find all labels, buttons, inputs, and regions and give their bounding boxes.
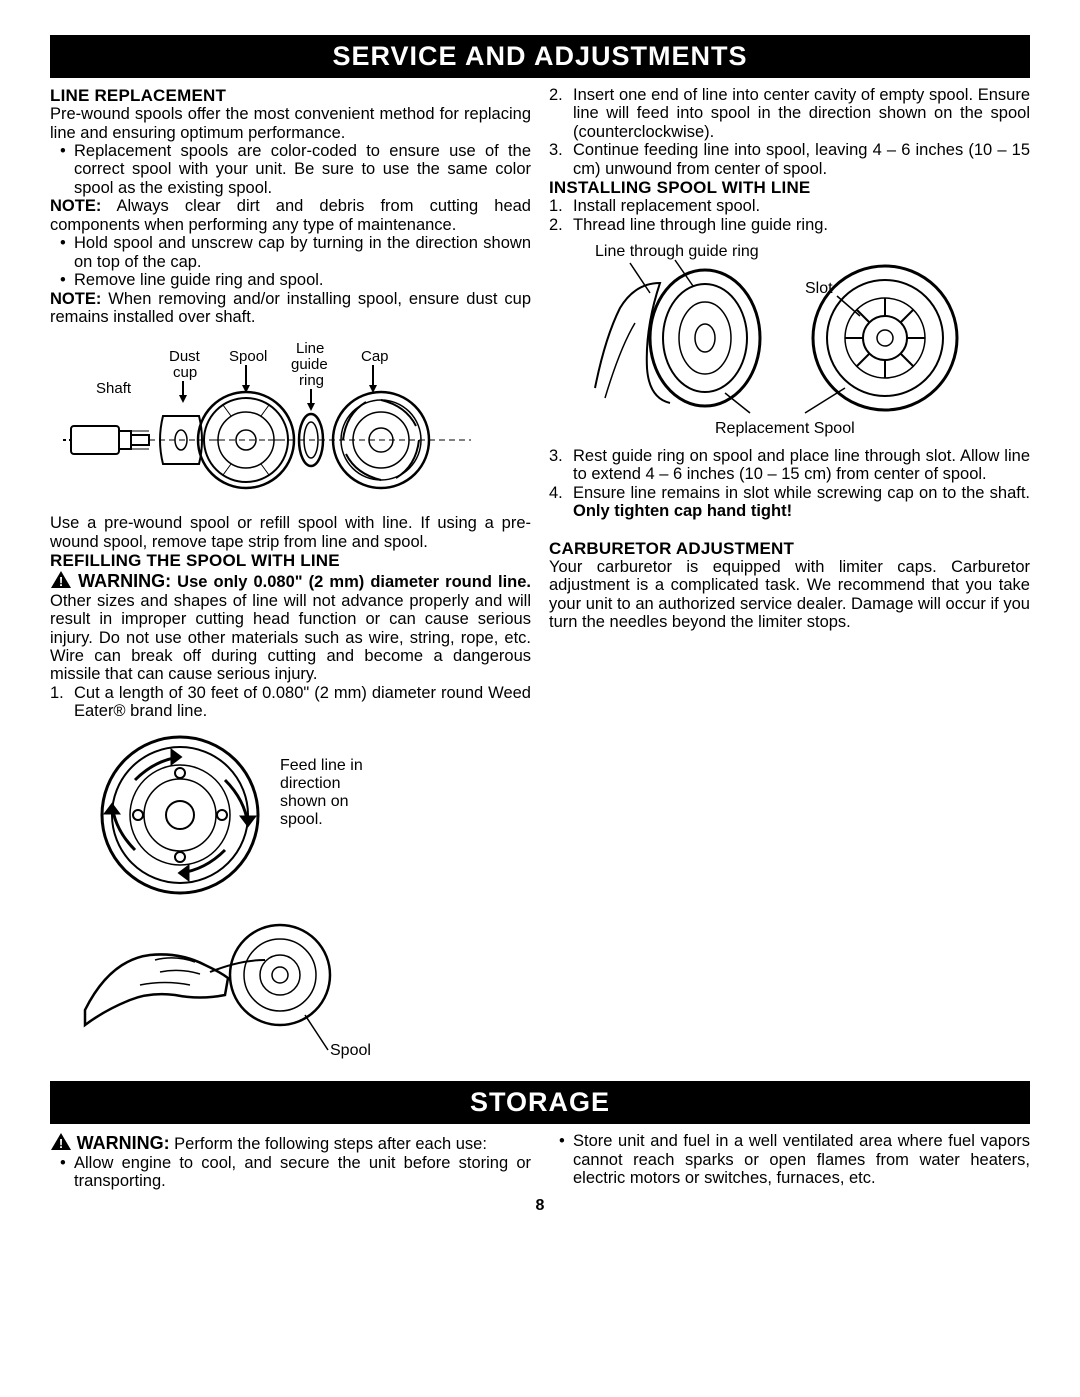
- list-item: 1.Cut a length of 30 feet of 0.080" (2 m…: [50, 684, 531, 721]
- text-block: Use a pre-wound spool or refill spool wi…: [50, 514, 531, 551]
- warning-icon: !: [50, 570, 72, 589]
- list-text: Cut a length of 30 feet of 0.080" (2 mm)…: [74, 684, 531, 721]
- list-text: Install replacement spool.: [573, 197, 760, 215]
- text-block: Pre-wound spools offer the most convenie…: [50, 105, 531, 142]
- label-ring: ring: [299, 372, 324, 389]
- bullet-item: •Replacement spools are color-coded to e…: [60, 142, 531, 197]
- storage-left: ! WARNING: Perform the following steps a…: [50, 1132, 531, 1190]
- right-column: 2.Insert one end of line into center cav…: [549, 86, 1030, 1073]
- banner-service: SERVICE AND ADJUSTMENTS: [50, 35, 1030, 78]
- label-cup: cup: [173, 364, 197, 381]
- list-text: Insert one end of line into center cavit…: [573, 86, 1030, 141]
- warning-text: Other sizes and shapes of line will not …: [50, 592, 531, 684]
- diagram-guide-ring: Line through guide ring Slot: [549, 238, 1030, 442]
- svg-text:Replacement Spool: Replacement Spool: [715, 420, 855, 437]
- head-refilling: REFILLING THE SPOOL WITH LINE: [50, 551, 531, 570]
- note-block: NOTE: When removing and/or installing sp…: [50, 290, 531, 327]
- label-shaft: Shaft: [96, 380, 132, 397]
- list-text: Rest guide ring on spool and place line …: [573, 447, 1030, 484]
- text-block: Your carburetor is equipped with limiter…: [549, 558, 1030, 632]
- list-item: 2.Insert one end of line into center cav…: [549, 86, 1030, 141]
- head-line-replacement: LINE REPLACEMENT: [50, 86, 531, 105]
- bullet-item: •Store unit and fuel in a well ventilate…: [559, 1132, 1030, 1187]
- list-item: 3.Rest guide ring on spool and place lin…: [549, 447, 1030, 484]
- head-installing: INSTALLING SPOOL WITH LINE: [549, 178, 1030, 197]
- service-columns: LINE REPLACEMENT Pre-wound spools offer …: [50, 86, 1030, 1073]
- warning-label: WARNING:: [77, 1133, 170, 1153]
- bullet-item: •Remove line guide ring and spool.: [60, 271, 531, 289]
- warning-icon: !: [50, 1132, 72, 1151]
- bullet-text: Hold spool and unscrew cap by turning in…: [74, 234, 531, 271]
- warning-block: ! WARNING: Use only 0.080" (2 mm) diamet…: [50, 570, 531, 684]
- bullet-text: Replacement spools are color-coded to en…: [74, 142, 531, 197]
- list-text: Continue feeding line into spool, leavin…: [573, 141, 1030, 178]
- svg-text:!: !: [59, 574, 63, 589]
- svg-text:spool.: spool.: [280, 811, 323, 828]
- note-label: NOTE:: [50, 197, 101, 215]
- list-item: 3.Continue feeding line into spool, leav…: [549, 141, 1030, 178]
- diagram-exploded-view: Shaft Dust cup Spool Line guide ring Cap: [50, 331, 531, 510]
- svg-text:Line through guide ring: Line through guide ring: [595, 243, 759, 260]
- svg-text:shown on: shown on: [280, 793, 349, 810]
- label-dust: Dust: [169, 348, 201, 365]
- svg-text:Spool: Spool: [330, 1042, 371, 1059]
- label-guide: guide: [291, 356, 328, 373]
- list-item: 2.Thread line through line guide ring.: [549, 216, 1030, 234]
- label-cap: Cap: [361, 348, 389, 365]
- label-spool: Spool: [229, 348, 267, 365]
- diagram-feed-spool: Feed line in direction shown on spool.: [50, 725, 561, 1069]
- bullet-text: Remove line guide ring and spool.: [74, 271, 324, 289]
- storage-right: •Store unit and fuel in a well ventilate…: [549, 1132, 1030, 1190]
- warning-block: ! WARNING: Perform the following steps a…: [50, 1132, 531, 1153]
- svg-text:direction: direction: [280, 775, 340, 792]
- banner-storage: STORAGE: [50, 1081, 1030, 1124]
- svg-text:!: !: [59, 1136, 63, 1151]
- warning-text: Perform the following steps after each u…: [170, 1135, 487, 1153]
- note-label: NOTE:: [50, 290, 101, 308]
- bullet-item: •Hold spool and unscrew cap by turning i…: [60, 234, 531, 271]
- warning-label: WARNING:: [78, 571, 171, 591]
- list-item: 1.Install replacement spool.: [549, 197, 1030, 215]
- head-carburetor: CARBURETOR ADJUSTMENT: [549, 539, 1030, 558]
- note-text: Always clear dirt and debris from cuttin…: [50, 197, 531, 233]
- manual-page: SERVICE AND ADJUSTMENTS LINE REPLACEMENT…: [0, 0, 1080, 1397]
- warning-bold: Use only 0.080" (2 mm) diameter round li…: [171, 573, 531, 591]
- bullet-text: Store unit and fuel in a well ventilated…: [573, 1132, 1030, 1187]
- list-text: Thread line through line guide ring.: [573, 216, 828, 234]
- note-text: When removing and/or installing spool, e…: [50, 290, 531, 326]
- svg-text:Feed line in: Feed line in: [280, 757, 363, 774]
- note-block: NOTE: Always clear dirt and debris from …: [50, 197, 531, 234]
- storage-columns: ! WARNING: Perform the following steps a…: [50, 1132, 1030, 1190]
- list-text: Ensure line remains in slot while screwi…: [573, 484, 1030, 521]
- left-column: LINE REPLACEMENT Pre-wound spools offer …: [50, 86, 531, 1073]
- page-number: 8: [50, 1197, 1030, 1215]
- label-line: Line: [296, 340, 324, 357]
- list-item: 4.Ensure line remains in slot while scre…: [549, 484, 1030, 521]
- bullet-item: •Allow engine to cool, and secure the un…: [60, 1154, 531, 1191]
- bullet-text: Allow engine to cool, and secure the uni…: [74, 1154, 531, 1191]
